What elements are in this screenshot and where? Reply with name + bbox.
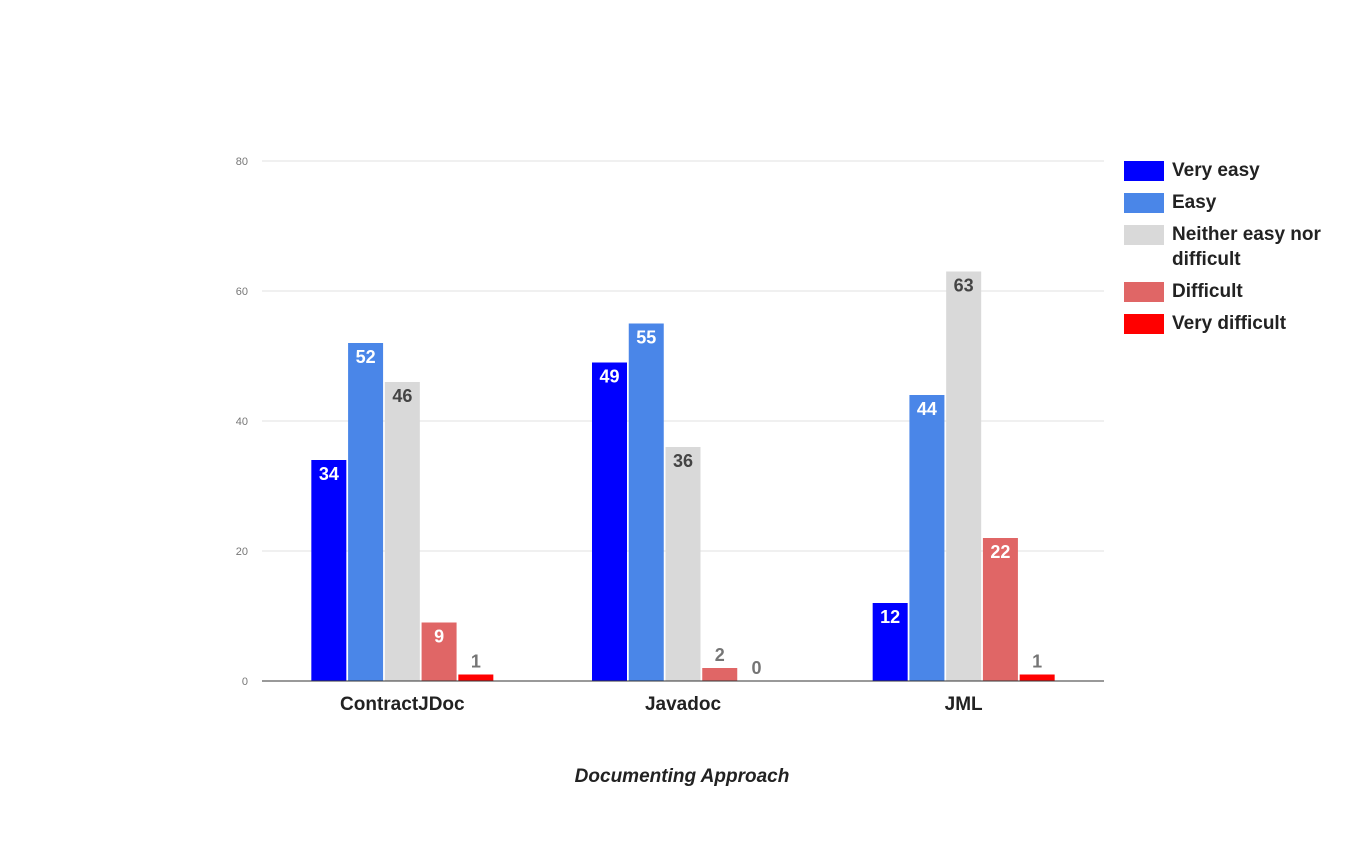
legend-label: Very easy xyxy=(1172,160,1260,181)
bar xyxy=(982,538,1018,681)
legend-item: Easy xyxy=(1124,190,1354,215)
data-label: 1 xyxy=(471,652,481,672)
bar xyxy=(592,362,627,681)
legend: Very easy Easy Neither easy nor difficult D… xyxy=(1124,158,1354,343)
bars xyxy=(311,271,1055,681)
bar xyxy=(628,323,664,681)
y-tick-label: 60 xyxy=(236,286,248,298)
data-label: 36 xyxy=(673,451,693,471)
legend-swatch xyxy=(1124,314,1164,334)
y-tick-label: 40 xyxy=(236,416,248,428)
bar xyxy=(311,460,347,681)
data-label: 55 xyxy=(636,328,656,348)
y-axis-ticks: 0 20 40 60 80 xyxy=(236,156,248,688)
data-label: 22 xyxy=(990,542,1010,562)
legend-label: Very difficult xyxy=(1172,313,1287,334)
data-label: 34 xyxy=(319,464,339,484)
legend-swatch xyxy=(1124,225,1164,245)
y-tick-label: 0 xyxy=(242,676,248,688)
data-label: 44 xyxy=(917,399,937,419)
y-tick-label: 20 xyxy=(236,546,248,558)
data-label: 52 xyxy=(356,347,376,367)
legend-swatch xyxy=(1124,193,1164,213)
x-axis-title: Documenting Approach xyxy=(574,766,790,787)
x-tick-label: Javadoc xyxy=(645,694,721,715)
bar xyxy=(702,668,738,681)
legend-swatch xyxy=(1124,161,1164,181)
bar xyxy=(946,271,982,681)
data-label: 49 xyxy=(599,367,619,387)
bar xyxy=(458,674,494,681)
bar xyxy=(1019,674,1055,681)
bar xyxy=(909,395,945,681)
data-label: 12 xyxy=(880,607,900,627)
bar xyxy=(384,382,420,681)
legend-label: Neither easy nor difficult xyxy=(1172,224,1321,270)
legend-label: Difficult xyxy=(1172,281,1243,302)
bar xyxy=(665,447,701,681)
legend-label: Easy xyxy=(1172,192,1217,213)
legend-item: Very easy xyxy=(1124,158,1354,183)
data-label: 46 xyxy=(392,386,412,406)
x-tick-label: ContractJDoc xyxy=(340,694,465,715)
data-label: 1 xyxy=(1032,652,1042,672)
legend-item: Very difficult xyxy=(1124,311,1354,336)
data-label: 2 xyxy=(715,645,725,665)
y-tick-label: 80 xyxy=(236,156,248,168)
data-label: 63 xyxy=(954,276,974,296)
bar xyxy=(872,603,908,681)
legend-swatch xyxy=(1124,282,1164,302)
data-labels: 34 52 46 9 1 49 55 36 2 0 12 44 63 22 1 xyxy=(319,276,1042,679)
x-tick-label: JML xyxy=(945,694,983,715)
legend-item: Difficult xyxy=(1124,279,1354,304)
bar xyxy=(348,343,384,681)
bar xyxy=(421,622,457,681)
data-label: 0 xyxy=(751,658,761,678)
data-label: 9 xyxy=(434,627,444,647)
x-axis-ticks: ContractJDoc Javadoc JML xyxy=(340,694,983,715)
legend-item: Neither easy nor difficult xyxy=(1124,222,1354,272)
